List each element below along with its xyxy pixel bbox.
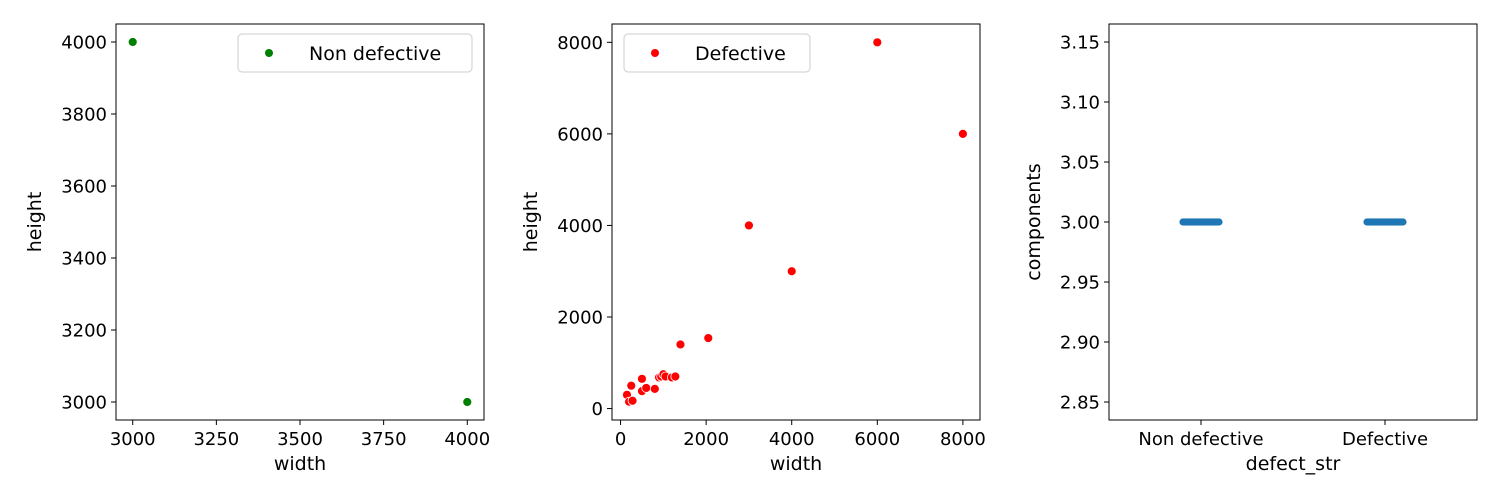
x-tick-label: 6000 [854, 429, 900, 450]
strip-point [1399, 218, 1407, 226]
x-tick-label: 2000 [683, 429, 729, 450]
x-tick-label: 3750 [361, 429, 407, 450]
y-ticks: 2.85 2.90 2.95 3.00 3.05 3.10 3.15 [1060, 33, 1109, 414]
strip-point [1215, 218, 1223, 226]
data-point [957, 128, 968, 139]
data-point [626, 380, 637, 391]
x-axis-label: width [274, 453, 326, 475]
x-tick-label: Non defective [1138, 429, 1263, 450]
x-tick-label: 0 [615, 429, 626, 450]
x-tick-label: 4000 [769, 429, 815, 450]
data-point [703, 333, 714, 343]
y-tick-label: 3000 [61, 393, 107, 414]
x-axis-label: width [770, 453, 822, 475]
legend-marker [265, 49, 273, 57]
data-point [670, 371, 681, 382]
data-point [744, 220, 754, 231]
y-ticks: 0 2000 4000 6000 8000 [557, 33, 612, 420]
y-tick-label: 3600 [61, 177, 107, 198]
y-axis-label: components [1023, 163, 1045, 280]
data-point [637, 373, 647, 384]
y-tick-label: 3.10 [1060, 93, 1100, 114]
data-point [462, 397, 473, 407]
y-tick-label: 4000 [61, 33, 107, 54]
data-points [1179, 218, 1407, 226]
y-tick-label: 6000 [557, 124, 603, 145]
data-points [127, 37, 473, 407]
legend: Non defective [237, 33, 473, 73]
legend-box [623, 33, 811, 73]
data-point [127, 37, 138, 47]
plot-frame [1108, 23, 1478, 421]
x-tick-label: 3500 [277, 429, 323, 450]
y-tick-label: 3.05 [1060, 153, 1100, 174]
x-axis-label: defect_str [1246, 453, 1341, 475]
x-tick-label: 3000 [110, 429, 156, 450]
legend-label: Defective [695, 43, 786, 65]
y-ticks: 3000 3200 3400 3600 3800 4000 [61, 33, 116, 414]
y-tick-label: 0 [592, 399, 603, 420]
y-tick-label: 8000 [557, 33, 603, 54]
legend-marker [651, 49, 659, 57]
defective-scatter-panel: 0 2000 4000 6000 8000 0 2000 4000 6000 8000 widt… [520, 23, 986, 475]
x-ticks: 3000 3250 3500 3750 4000 [110, 420, 490, 450]
x-tick-label: 8000 [940, 429, 986, 450]
x-ticks: 0 2000 4000 6000 8000 [615, 420, 986, 450]
data-point [675, 339, 686, 350]
data-point [786, 266, 797, 277]
x-tick-label: 3250 [193, 429, 239, 450]
data-point [641, 383, 652, 393]
y-tick-label: 3800 [61, 105, 107, 126]
y-tick-label: 2.95 [1060, 273, 1100, 294]
data-point [627, 395, 638, 406]
legend-label: Non defective [309, 43, 441, 65]
data-point [872, 37, 883, 48]
y-tick-label: 3400 [61, 249, 107, 270]
y-tick-label: 3.15 [1060, 33, 1100, 54]
plot-frame [115, 23, 485, 421]
plot-frame [611, 23, 981, 421]
data-point [649, 383, 660, 394]
y-tick-label: 3.00 [1060, 213, 1100, 234]
y-tick-label: 4000 [557, 216, 603, 237]
x-tick-label: Defective [1342, 429, 1428, 450]
y-tick-label: 2000 [557, 307, 603, 328]
x-ticks: Non defective Defective [1138, 420, 1428, 450]
y-tick-label: 2.85 [1060, 393, 1100, 414]
y-tick-label: 2.90 [1060, 333, 1100, 354]
legend: Defective [623, 33, 811, 73]
non-defective-scatter-panel: 3000 3250 3500 3750 4000 3000 3200 3400 3600 380… [24, 23, 490, 475]
legend-box [237, 33, 473, 73]
y-axis-label: height [24, 192, 46, 253]
y-axis-label: height [520, 192, 542, 253]
x-tick-label: 4000 [444, 429, 490, 450]
y-tick-label: 3200 [61, 321, 107, 342]
data-points [622, 37, 968, 407]
components-strip-panel: Non defective Defective 2.85 2.90 2.95 3.00 3… [1023, 23, 1478, 475]
